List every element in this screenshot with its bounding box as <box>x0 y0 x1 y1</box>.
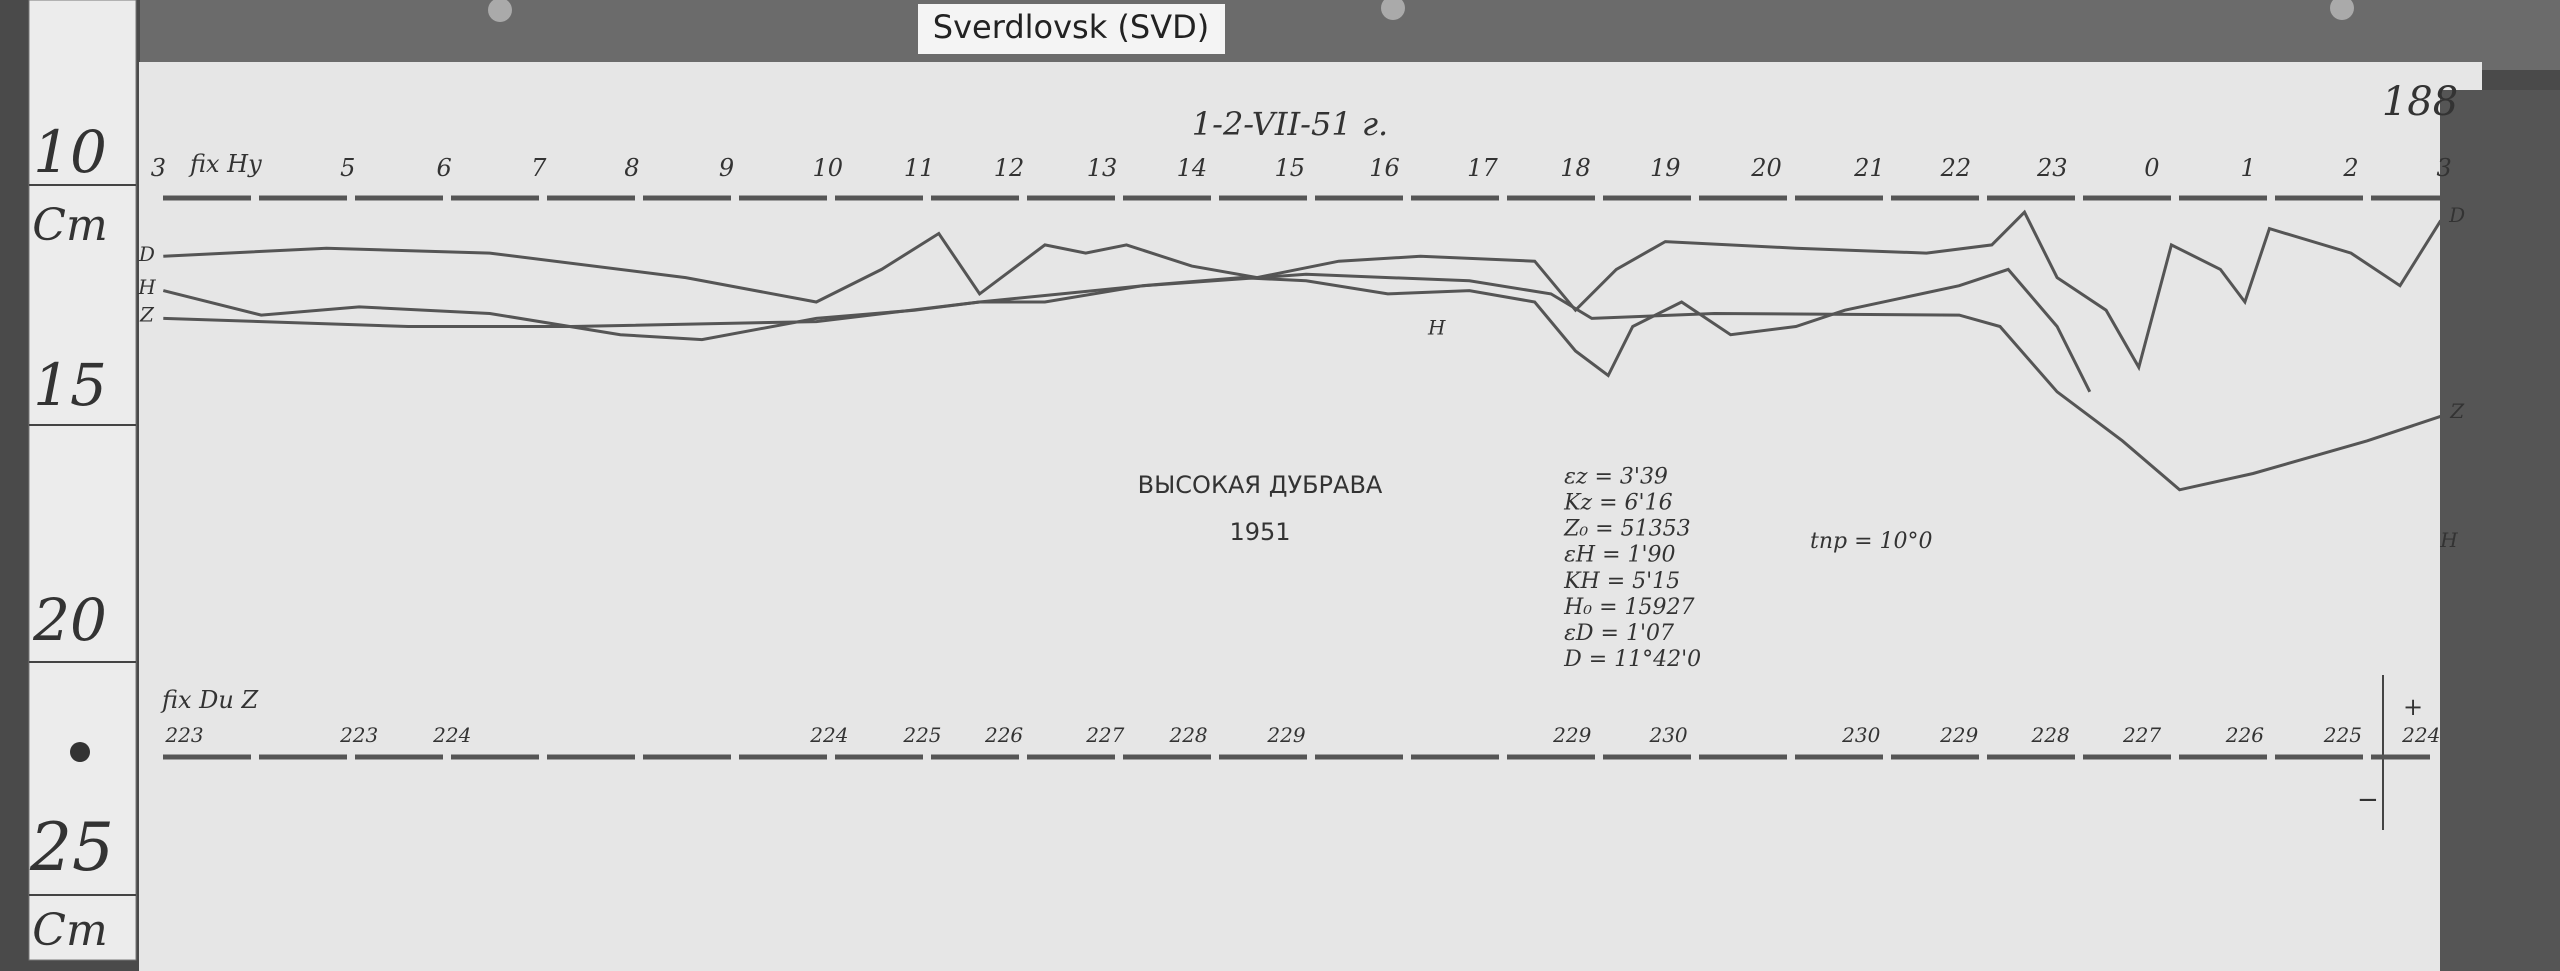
hour-label: 12 <box>994 154 1025 182</box>
plus-sign: + <box>2403 693 2423 721</box>
minus-sign: − <box>2357 785 2379 815</box>
ruler <box>28 0 137 961</box>
curve-label: D <box>2448 203 2465 227</box>
ruler-mark: 20 <box>32 586 107 654</box>
lower-label: 229 <box>1939 723 1978 747</box>
hour-label: 18 <box>1560 154 1591 182</box>
lower-label: 224 <box>432 723 471 747</box>
station-name: ВЫСОКАЯ ДУБРАВА <box>1138 471 1383 499</box>
station-label-box <box>918 4 1225 54</box>
lower-label: 224 <box>2401 723 2440 747</box>
constant: D = 11°42'0 <box>1563 647 1701 672</box>
curve-label: H <box>137 275 156 299</box>
curve-label: D <box>138 242 155 266</box>
hour-label: 3 <box>2436 154 2451 182</box>
fix-label: fix Hy <box>188 150 262 178</box>
hour-label: 14 <box>1177 154 1208 182</box>
curve-label: Z <box>2449 399 2465 423</box>
hour-label: 6 <box>436 154 451 182</box>
ruler-mark: 25 <box>29 809 114 886</box>
hour-label: 17 <box>1467 154 1498 182</box>
lower-label: 229 <box>1266 723 1305 747</box>
screw <box>2330 0 2354 20</box>
constant: KH = 5'15 <box>1563 569 1680 594</box>
hour-label: 5 <box>340 154 355 182</box>
ruler-mark: 15 <box>33 351 107 419</box>
sheet-number: 188 <box>2382 79 2458 125</box>
lower-label: 225 <box>2323 723 2362 747</box>
hour-label: 20 <box>1750 154 1782 182</box>
board <box>140 0 2560 70</box>
hour-label: 16 <box>1369 154 1400 182</box>
lower-label: 224 <box>809 723 848 747</box>
curve-label: H <box>1427 316 1446 340</box>
hour-label: 2 <box>2342 154 2358 182</box>
lower-label: 226 <box>2225 723 2264 747</box>
constant: εD = 1'07 <box>1564 621 1674 646</box>
lower-label: 228 <box>1168 723 1207 747</box>
ruler-hole <box>70 742 90 762</box>
fix-label: fix Du Z <box>160 686 260 714</box>
hour-label: 7 <box>531 154 547 182</box>
constant: H₀ = 15927 <box>1563 595 1694 620</box>
header-date: 1-2-VII-51 г. <box>1192 105 1388 143</box>
lower-label: 229 <box>1552 723 1591 747</box>
hour-label: 10 <box>812 154 843 182</box>
hour-label: 0 <box>2144 154 2159 182</box>
constant: εH = 1'90 <box>1564 543 1675 568</box>
magnetogram-trace <box>163 272 2442 492</box>
constant: Z₀ = 51353 <box>1563 517 1691 542</box>
constant: Kz = 6'16 <box>1563 490 1673 515</box>
hour-label: 9 <box>719 154 734 182</box>
hour-label: 22 <box>1940 154 1972 182</box>
lower-label: 228 <box>2031 723 2070 747</box>
hour-label: 19 <box>1650 154 1681 182</box>
curve-label: Z <box>139 303 155 327</box>
ruler-mark: 10 <box>33 118 107 186</box>
hour-label: 8 <box>624 154 639 182</box>
hour-label: 15 <box>1275 154 1306 182</box>
constant: εz = 3'39 <box>1564 464 1668 489</box>
hour-label: 3 <box>151 154 166 182</box>
lower-label: 225 <box>902 723 941 747</box>
hour-label: 11 <box>904 154 935 182</box>
background <box>2440 90 2560 971</box>
lower-label: 230 <box>1648 723 1687 747</box>
lower-label: 227 <box>1085 723 1124 747</box>
lower-label: 230 <box>1841 723 1880 747</box>
lower-label: 223 <box>164 723 203 747</box>
temperature: tпр = 10°0 <box>1810 529 1933 554</box>
hour-label: 21 <box>1853 154 1885 182</box>
curve-label: H <box>2439 528 2458 552</box>
screw <box>1381 0 1405 20</box>
hour-label: 13 <box>1087 154 1118 182</box>
ruler-unit: Cm <box>32 905 107 956</box>
lower-label: 226 <box>984 723 1023 747</box>
hour-label: 23 <box>2036 154 2068 182</box>
ruler-unit: Cm <box>32 200 107 251</box>
magnetogram-sheet <box>139 62 2482 971</box>
year: 1951 <box>1229 518 1290 546</box>
station-label: Sverdlovsk (SVD) <box>933 8 1209 46</box>
hour-label: 1 <box>2241 154 2256 182</box>
screw <box>488 0 512 22</box>
lower-label: 227 <box>2122 723 2161 747</box>
lower-label: 223 <box>339 723 378 747</box>
